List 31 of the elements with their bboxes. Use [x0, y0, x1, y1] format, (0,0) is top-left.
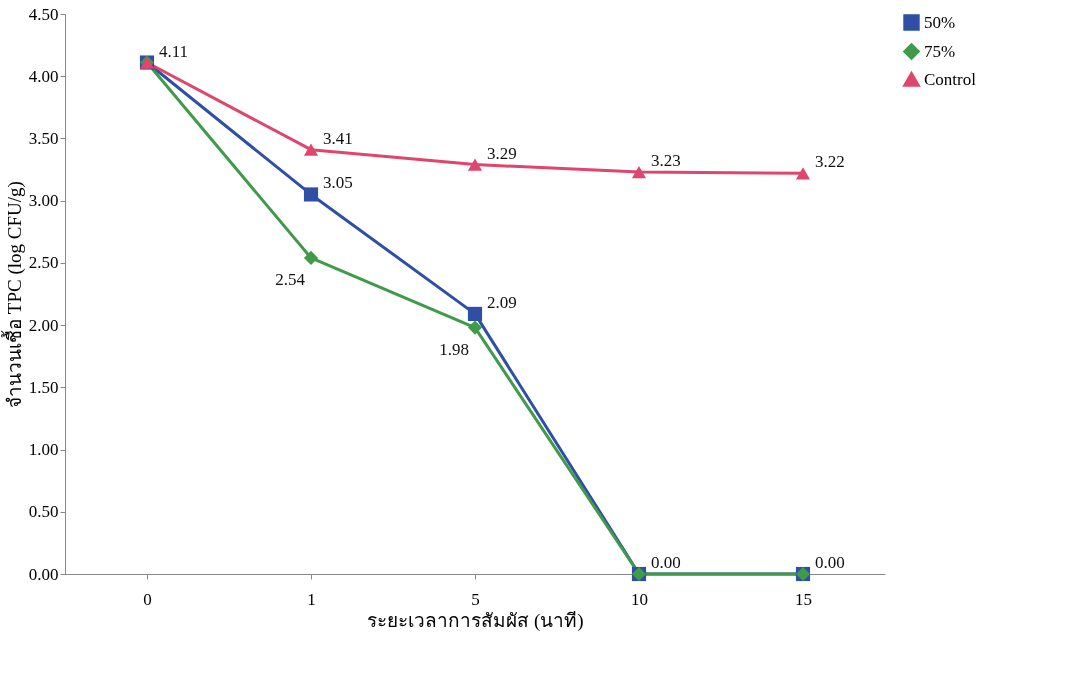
data-label: 3.29: [487, 143, 517, 163]
legend-label: Control: [924, 69, 977, 89]
data-label: 0.00: [651, 553, 681, 572]
y-axis-title: จำนวนเชื้อ TPC (log CFU/g): [0, 181, 26, 408]
data-label: 4.11: [159, 41, 189, 61]
y-tick-label: 1.00: [28, 440, 59, 460]
y-tick-label: 4.00: [28, 66, 59, 86]
data-label: 0.00: [815, 553, 845, 572]
y-tick-label: 1.50: [28, 377, 59, 397]
legend-label: 50%: [924, 12, 956, 32]
y-tick-label: 4.50: [28, 4, 59, 24]
x-tick-label: 1: [307, 589, 316, 609]
data-label: 3.22: [815, 152, 845, 172]
x-tick-label: 15: [795, 589, 812, 609]
y-tick-label: 3.00: [28, 191, 59, 211]
y-tick-label: 0.50: [28, 502, 59, 522]
y-tick-label: 2.50: [28, 253, 59, 273]
y-tick-label: 0.00: [28, 564, 59, 584]
data-label: 3.41: [323, 128, 353, 148]
data-label: 1.98: [439, 339, 469, 359]
x-tick-label: 10: [631, 589, 648, 609]
x-tick-label: 0: [143, 589, 152, 609]
y-tick-label: 2.00: [28, 315, 59, 335]
data-label: 3.23: [651, 151, 681, 171]
x-tick-label: 5: [471, 589, 480, 609]
x-axis-title: ระยะเวลาการสัมผัส (นาที): [367, 609, 584, 632]
legend-label: 75%: [924, 41, 956, 61]
data-label: 2.09: [487, 292, 517, 312]
data-label: 2.54: [275, 269, 306, 289]
y-tick-label: 3.50: [28, 128, 59, 148]
data-label: 3.05: [323, 173, 353, 193]
